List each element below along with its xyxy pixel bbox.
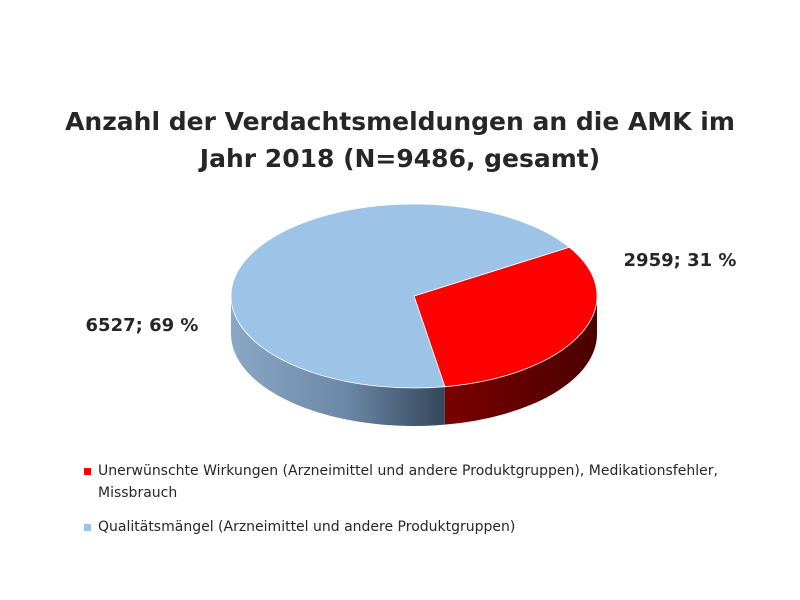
legend-marker-blue: [84, 524, 91, 531]
slice-qualitaetsmaengel-side: [231, 296, 445, 426]
legend-marker-red: [84, 468, 91, 475]
chart-title-line-1: Anzahl der Verdachtsmeldungen an die AMK…: [65, 107, 735, 136]
slice-unerwuenschte-wirkungen-top: [413, 246, 598, 388]
chart-title-line-2: Jahr 2018 (N=9486, gesamt): [199, 144, 601, 173]
chart-title: Anzahl der Verdachtsmeldungen an die AMK…: [0, 103, 800, 177]
legend-item-qualitaetsmaengel: Qualitätsmängel (Arzneimittel und andere…: [84, 516, 774, 538]
data-label-unerwuenschte-wirkungen: 2959; 31 %: [624, 250, 737, 271]
legend-label: Qualitätsmängel (Arzneimittel und andere…: [98, 519, 516, 535]
data-label-qualitaetsmaengel: 6527; 69 %: [86, 315, 199, 336]
legend-item-unerwuenschte-wirkungen: Unerwünschte Wirkungen (Arzneimittel und…: [84, 460, 774, 504]
legend-label: Unerwünschte Wirkungen (Arzneimittel und…: [98, 463, 718, 501]
legend: Unerwünschte Wirkungen (Arzneimittel und…: [84, 460, 774, 550]
slice-qualitaetsmaengel-top: [230, 203, 571, 389]
pie-slices-group: [230, 203, 598, 426]
slice-unerwuenschte-wirkungen-side: [444, 296, 597, 425]
